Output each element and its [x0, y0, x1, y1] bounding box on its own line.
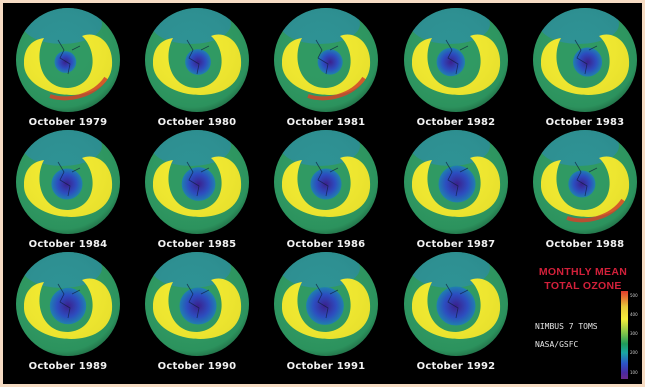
globe-image — [145, 252, 249, 356]
map-caption: October 1983 — [545, 117, 625, 128]
legend-title-line-1: MONTHLY MEAN — [538, 266, 628, 278]
ozone-map: October 1991 — [264, 247, 388, 372]
map-caption: October 1987 — [416, 239, 496, 250]
ozone-figure: October 1979 — [3, 3, 642, 384]
colorbar-tick: 400 — [630, 312, 638, 317]
instrument-label: NIMBUS 7 TOMS — [535, 322, 598, 331]
globe-image — [145, 130, 249, 234]
map-caption: October 1985 — [157, 239, 237, 250]
globe-image — [274, 252, 378, 356]
map-caption: October 1992 — [416, 361, 496, 372]
globe-image — [16, 252, 120, 356]
ozone-map: October 1982 — [394, 3, 518, 128]
globe-image — [404, 130, 508, 234]
map-caption: October 1980 — [157, 117, 237, 128]
map-caption: October 1986 — [286, 239, 366, 250]
legend-title: MONTHLY MEAN TOTAL OZONE — [524, 265, 642, 293]
map-caption: October 1984 — [28, 239, 108, 250]
map-caption: October 1990 — [157, 361, 237, 372]
ozone-map: October 1979 — [6, 3, 130, 128]
globe-image — [533, 130, 637, 234]
colorbar-tick: 500 — [630, 293, 638, 298]
map-caption: October 1981 — [286, 117, 366, 128]
globe-image — [16, 8, 120, 112]
colorbar-tick: 300 — [630, 331, 638, 336]
globe-image — [274, 8, 378, 112]
ozone-map: October 1987 — [394, 125, 518, 250]
ozone-map: October 1990 — [135, 247, 259, 372]
globe-image — [145, 8, 249, 112]
ozone-map: October 1985 — [135, 125, 259, 250]
source-label: NASA/GSFC — [535, 340, 579, 349]
ozone-map: October 1980 — [135, 3, 259, 128]
legend-title-line-2: TOTAL OZONE — [544, 280, 622, 292]
ozone-map: October 1992 — [394, 247, 518, 372]
globe-image — [274, 130, 378, 234]
ozone-colorbar — [621, 291, 628, 379]
ozone-map: October 1983 — [523, 3, 642, 128]
globe-image — [533, 8, 637, 112]
map-caption: October 1979 — [28, 117, 108, 128]
colorbar-tick: 100 — [630, 370, 638, 375]
map-caption: October 1991 — [286, 361, 366, 372]
globe-image — [16, 130, 120, 234]
ozone-map: October 1986 — [264, 125, 388, 250]
globe-image — [404, 8, 508, 112]
ozone-map: October 1984 — [6, 125, 130, 250]
globe-image — [404, 252, 508, 356]
map-caption: October 1982 — [416, 117, 496, 128]
map-caption: October 1988 — [545, 239, 625, 250]
colorbar-tick: 200 — [630, 350, 638, 355]
ozone-map: October 1981 — [264, 3, 388, 128]
ozone-map: October 1989 — [6, 247, 130, 372]
ozone-map: October 1988 — [523, 125, 642, 250]
map-caption: October 1989 — [28, 361, 108, 372]
